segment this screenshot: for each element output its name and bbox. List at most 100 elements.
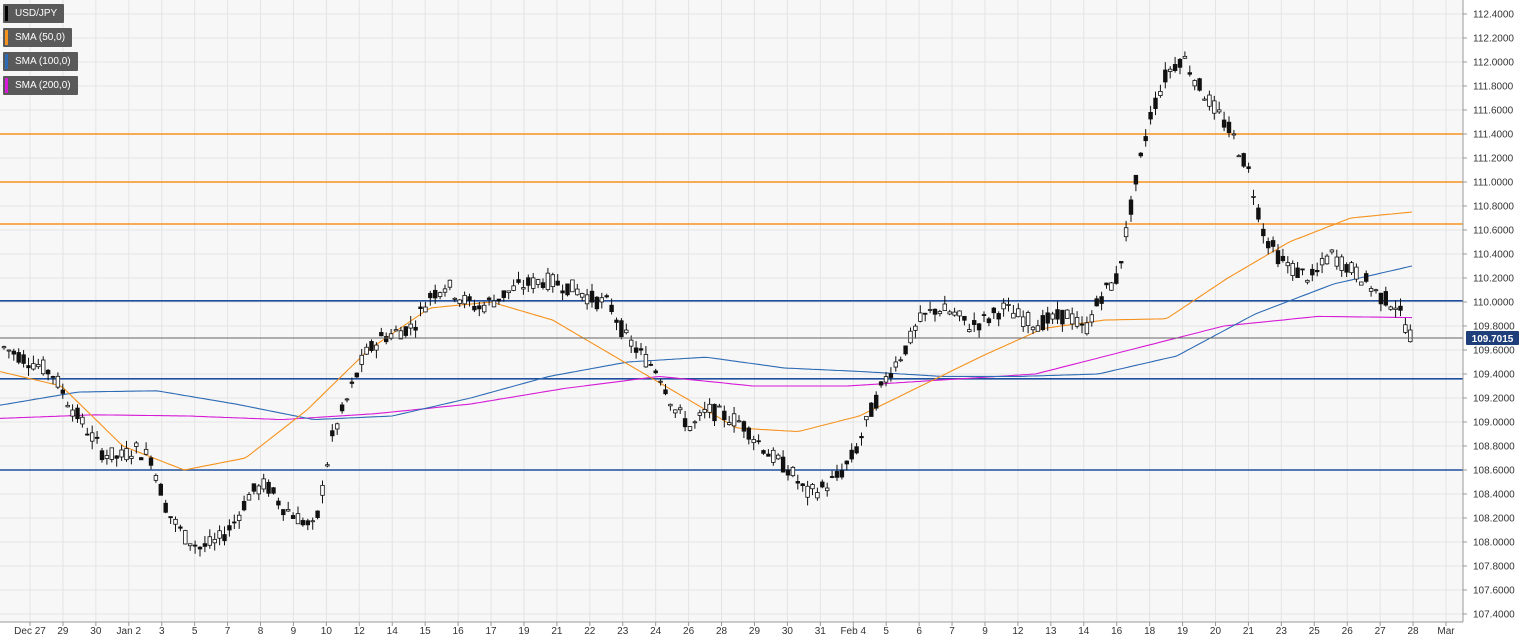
candle — [1398, 298, 1403, 317]
candle — [241, 495, 247, 512]
candle — [908, 327, 913, 345]
y-tick-label: 109.2000 — [1473, 394, 1515, 405]
candle-body — [173, 518, 178, 525]
candle-body — [1295, 267, 1300, 278]
candle-body — [1089, 314, 1094, 323]
candle-body — [1084, 322, 1090, 335]
candle — [1030, 325, 1036, 335]
candle — [124, 440, 129, 462]
candle — [1280, 248, 1286, 263]
candle — [815, 487, 820, 501]
x-tick-label: 9 — [982, 626, 988, 637]
candle-body — [599, 297, 604, 303]
candle-body — [403, 326, 408, 336]
candle-body — [1030, 326, 1036, 331]
x-tick-label: 7 — [225, 626, 231, 637]
candle-body — [320, 484, 325, 496]
candle — [1128, 195, 1134, 222]
candle-body — [339, 404, 345, 412]
candle-body — [589, 290, 595, 303]
candle-body — [207, 536, 212, 546]
candle — [594, 296, 600, 312]
candle-body — [1290, 263, 1295, 276]
candle-body — [305, 520, 310, 526]
y-tick-label: 107.8000 — [1473, 562, 1515, 573]
candle-body — [1280, 255, 1286, 262]
candle — [1319, 252, 1325, 274]
candle — [776, 453, 781, 461]
candle — [1074, 311, 1080, 329]
candle — [31, 355, 36, 371]
y-tick-label: 111.2000 — [1473, 154, 1514, 165]
candle — [1172, 56, 1178, 73]
candle — [1016, 303, 1021, 318]
candle — [129, 450, 134, 465]
candle-body — [36, 364, 41, 368]
candle-body — [1040, 315, 1045, 330]
candle-body — [70, 409, 75, 417]
candle-body — [212, 538, 217, 544]
candle — [41, 356, 46, 376]
candle — [1226, 116, 1232, 138]
y-axis-ticks: 112.4000 112.2000 112.0000 111.8000 111.6000… — [1463, 10, 1515, 621]
candle-body — [712, 403, 717, 422]
y-tick-label: 108.6000 — [1473, 466, 1515, 477]
candle — [1187, 65, 1192, 77]
candle-body — [1319, 258, 1325, 266]
candle-body — [810, 484, 815, 490]
candle-body — [99, 450, 105, 461]
candle — [1261, 223, 1266, 244]
candle-body — [383, 336, 389, 343]
candle — [1148, 105, 1153, 125]
candle-body — [638, 348, 644, 351]
candle — [1217, 101, 1222, 115]
candle — [1408, 324, 1413, 343]
candle-body — [109, 447, 114, 460]
x-tick-label: 23 — [1276, 626, 1288, 637]
candle — [981, 311, 987, 323]
candle-body — [795, 481, 800, 484]
x-tick-label: 21 — [1243, 626, 1255, 637]
candle-body — [344, 398, 350, 401]
candle-body — [633, 347, 639, 353]
candle-body — [1408, 329, 1413, 343]
candle — [540, 278, 546, 290]
x-tick-label: 29 — [57, 626, 69, 637]
candle — [158, 482, 163, 496]
candle-body — [947, 311, 952, 315]
candle — [477, 301, 482, 317]
candle — [183, 529, 188, 545]
candle-body — [972, 320, 977, 325]
candle — [604, 293, 609, 299]
candle-body — [462, 294, 467, 305]
y-tick-label: 110.8000 — [1473, 202, 1514, 213]
candle — [281, 509, 286, 521]
candle — [369, 339, 374, 353]
candle — [800, 483, 805, 492]
legend-swatch — [5, 30, 8, 45]
candle — [408, 316, 413, 336]
candle-body — [594, 296, 600, 310]
y-tick-label: 110.0000 — [1473, 298, 1514, 309]
candle — [785, 465, 791, 481]
candle — [1251, 189, 1256, 206]
legend-swatch — [5, 78, 8, 93]
last-price-label: 109.7015 — [1472, 334, 1514, 345]
candle-body — [364, 346, 369, 355]
y-tick-label: 109.0000 — [1473, 418, 1515, 429]
candle — [511, 279, 516, 292]
legend-item-usdjpy: USD/JPY — [3, 4, 65, 23]
candle — [682, 410, 688, 432]
candle-body — [736, 420, 742, 423]
candle-body — [300, 520, 306, 526]
candle-body — [829, 476, 835, 478]
candle-body — [442, 288, 448, 293]
candle-body — [423, 306, 428, 313]
x-tick-label: 3 — [159, 626, 165, 637]
candle-body — [1021, 316, 1026, 327]
x-tick-label: 29 — [749, 626, 761, 637]
candle-body — [785, 469, 791, 476]
candle — [315, 510, 320, 520]
candle-body — [555, 280, 560, 286]
candle — [854, 442, 859, 455]
